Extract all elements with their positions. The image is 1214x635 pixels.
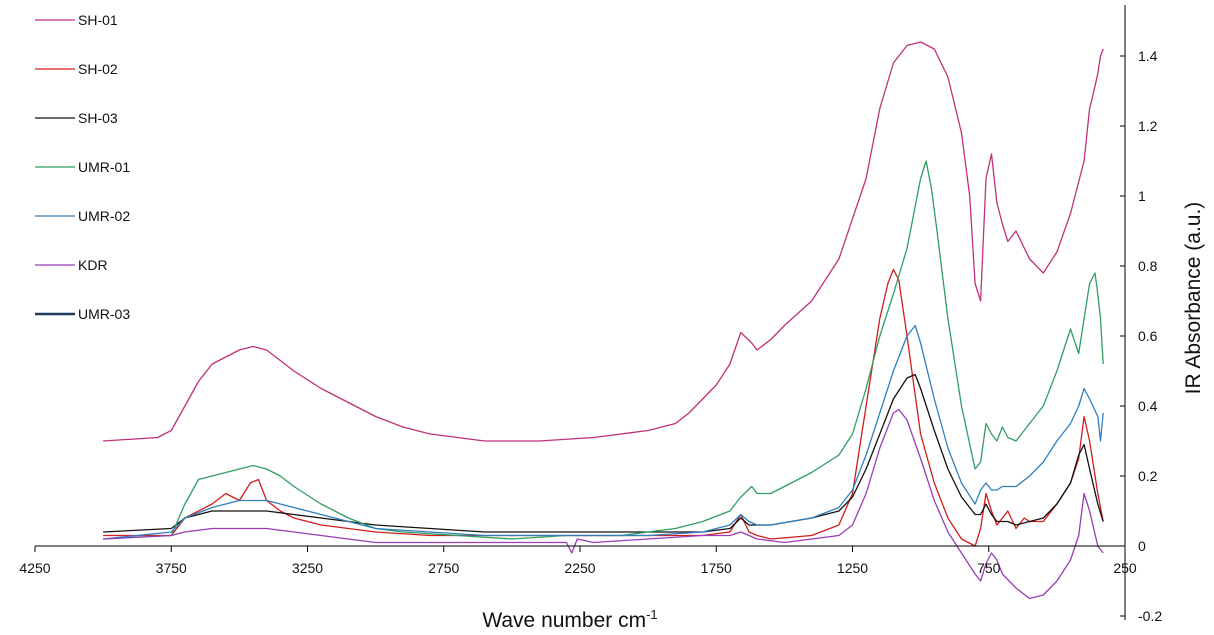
legend-item: UMR-03 xyxy=(35,306,130,322)
plot-lines xyxy=(103,41,1104,600)
y-tick-label: 0.2 xyxy=(1138,468,1158,484)
x-tick-label: 1750 xyxy=(701,560,732,576)
x-axis-title: Wave number cm-1 xyxy=(482,607,657,632)
x-tick-label: 2750 xyxy=(428,560,459,576)
x-axis-title-text: Wave number cm xyxy=(482,609,646,632)
legend-item: UMR-02 xyxy=(35,208,130,224)
x-tick-label: 4250 xyxy=(19,560,50,576)
x-tick-label: 1250 xyxy=(837,560,868,576)
legend-label: UMR-02 xyxy=(78,208,130,224)
series-line-umr-01 xyxy=(103,160,1104,540)
legend-item: SH-01 xyxy=(35,12,118,28)
y-tick-label: 1.4 xyxy=(1138,48,1158,64)
legend-label: SH-02 xyxy=(78,61,118,77)
y-tick-label: 0.6 xyxy=(1138,328,1158,344)
legend: SH-01 SH-02 SH-03 UMR-01 UMR-02 KDR UMR-03 xyxy=(35,12,130,322)
legend-label: KDR xyxy=(78,257,108,273)
series-line-sh-02 xyxy=(103,268,1104,547)
series-line-kdr xyxy=(103,408,1104,600)
legend-item: UMR-01 xyxy=(35,159,130,175)
x-axis-title-superscript: -1 xyxy=(646,607,658,622)
y-tick-label: 0.4 xyxy=(1138,398,1158,414)
legend-item: SH-03 xyxy=(35,110,118,126)
y-axis-title: IR Absorbance (a.u.) xyxy=(1182,202,1205,395)
x-tick-label: 3750 xyxy=(156,560,187,576)
legend-label: SH-01 xyxy=(78,12,118,28)
legend-label: UMR-03 xyxy=(78,306,130,322)
legend-label: SH-03 xyxy=(78,110,118,126)
series-line-sh-03 xyxy=(103,373,1104,533)
legend-item: KDR xyxy=(35,257,108,273)
y-tick-label: 0 xyxy=(1138,538,1146,554)
y-tick-label: 1 xyxy=(1138,188,1146,204)
x-tick-label: 3250 xyxy=(292,560,323,576)
series-line-sh-01 xyxy=(103,41,1104,442)
legend-label: UMR-01 xyxy=(78,159,130,175)
series-line-umr-02 xyxy=(103,324,1104,540)
y-tick-label: 0.8 xyxy=(1138,258,1158,274)
x-tick-label: 2250 xyxy=(564,560,595,576)
y-tick-label: 1.2 xyxy=(1138,118,1158,134)
x-axis-ticks: 4250 3750 3250 2750 2250 1750 1250 750 250 xyxy=(19,546,1137,576)
y-tick-label: -0.2 xyxy=(1138,608,1162,624)
legend-item: SH-02 xyxy=(35,61,118,77)
x-tick-label: 750 xyxy=(977,560,1001,576)
y-axis-ticks: -0.2 0 0.2 0.4 0.6 0.8 1 1.2 1.4 xyxy=(1120,48,1162,624)
